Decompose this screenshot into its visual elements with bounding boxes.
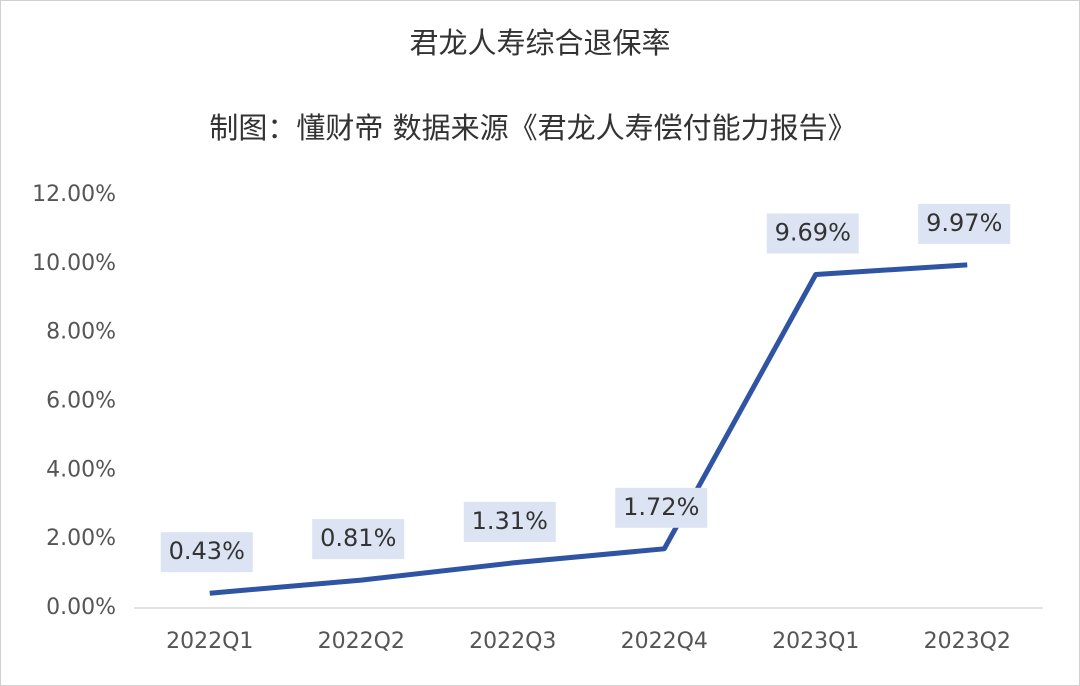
y-tick-label: 8.00% [46, 320, 116, 345]
value-label-box [918, 203, 1011, 244]
value-label-box [766, 213, 859, 254]
value-label-box [160, 532, 253, 573]
series-line [209, 262, 968, 596]
x-tick-label: 2022Q4 [621, 629, 708, 654]
x-tick-label: 2022Q3 [469, 629, 556, 654]
x-tick-label: 2022Q2 [318, 629, 405, 654]
y-tick-label: 10.00% [32, 251, 116, 276]
value-label-box [463, 501, 556, 542]
x-tick-label: 2023Q1 [772, 629, 859, 654]
value-label-box [312, 519, 405, 560]
y-tick-label: 6.00% [46, 389, 116, 414]
value-label: 9.69% [775, 219, 851, 247]
x-tick-label: 2022Q1 [166, 629, 253, 654]
value-label: 0.43% [169, 537, 245, 565]
chart-title: 君龙人寿综合退保率 [409, 26, 670, 60]
x-tick-label: 2023Q2 [924, 629, 1011, 654]
y-tick-label: 0.00% [46, 595, 116, 620]
value-label: 9.97% [926, 209, 1002, 237]
value-label: 1.72% [623, 493, 699, 521]
value-label: 0.81% [320, 524, 396, 552]
y-tick-label: 2.00% [46, 526, 116, 551]
y-tick-label: 4.00% [46, 457, 116, 482]
y-tick-label: 12.00% [32, 182, 116, 207]
value-label-box [615, 487, 708, 528]
value-label: 1.31% [472, 507, 548, 535]
chart-subtitle: 制图：懂财帝 数据来源《君龙人寿偿付能力报告》 [209, 111, 856, 145]
